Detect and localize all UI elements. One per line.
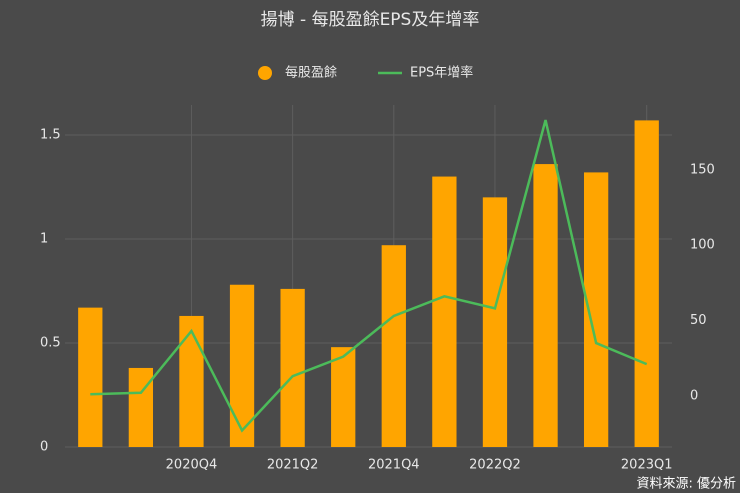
y-tick-label: 1.5 bbox=[40, 127, 61, 142]
bar bbox=[179, 315, 204, 447]
x-tick-label: 2023Q1 bbox=[621, 458, 673, 473]
source: 資料來源: 優分析 bbox=[636, 477, 736, 492]
bar bbox=[533, 164, 558, 447]
legend-label: 每股盈餘 bbox=[285, 65, 337, 81]
bar bbox=[331, 347, 356, 447]
bar bbox=[78, 307, 103, 447]
x-tick-label: 2022Q2 bbox=[469, 458, 521, 473]
bar bbox=[482, 197, 508, 447]
y2-tick-label: 50 bbox=[690, 313, 707, 328]
y-tick-label: 0.5 bbox=[40, 335, 61, 350]
y2-tick-label: 150 bbox=[690, 162, 715, 177]
x-tick-label: 2020Q4 bbox=[166, 458, 218, 473]
bar bbox=[280, 288, 305, 447]
legend-swatch bbox=[258, 66, 272, 80]
x-tick-label: 2021Q2 bbox=[267, 458, 319, 473]
bar bbox=[432, 176, 457, 447]
x-tick-label: 2021Q4 bbox=[368, 458, 420, 473]
y-tick-label: 0 bbox=[40, 440, 48, 455]
y2-tick-label: 100 bbox=[690, 238, 715, 253]
line bbox=[90, 119, 648, 433]
bar bbox=[634, 120, 659, 447]
legend-label: EPS年增率 bbox=[410, 65, 473, 81]
y2-tick-label: 0 bbox=[690, 388, 698, 403]
bar bbox=[381, 245, 406, 447]
bar bbox=[128, 367, 154, 447]
chart-title: 揚博 - 每股盈餘EPS及年增率 bbox=[261, 10, 480, 30]
y-tick-label: 1 bbox=[40, 231, 48, 246]
